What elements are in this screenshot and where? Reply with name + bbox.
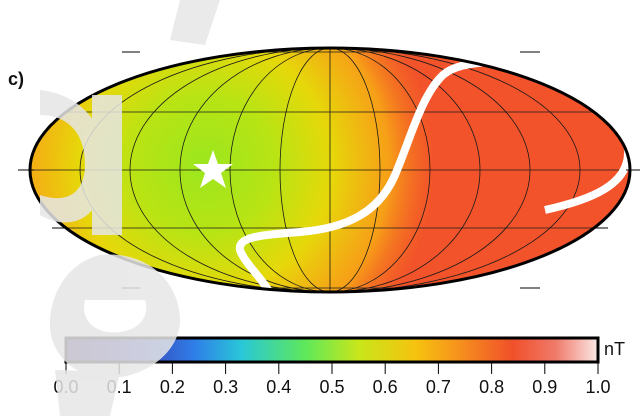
- colorbar-tick-label: 1.0: [585, 377, 610, 397]
- colorbar-tick-label: 0.6: [373, 377, 398, 397]
- colorbar-tick-label: 0.2: [160, 377, 185, 397]
- colorbar-tick-label: 0.7: [426, 377, 451, 397]
- watermark-glyph: [49, 254, 180, 379]
- colorbar-tick-label: 0.4: [266, 377, 291, 397]
- colorbar-tick-label: 0.8: [479, 377, 504, 397]
- watermark-glyph: [92, 95, 122, 235]
- watermark-glyph: [40, 90, 106, 223]
- colorbar-tick-label: 0.9: [532, 377, 557, 397]
- watermark: [40, 0, 220, 416]
- colorbar-tick-label: 0.3: [213, 377, 238, 397]
- graticule: [30, 48, 630, 292]
- watermark-glyph: [55, 370, 120, 416]
- colorbar-tick-label: 0.5: [319, 377, 344, 397]
- star-marker: [193, 150, 233, 188]
- colorbar-unit: nT: [604, 339, 625, 359]
- panel-label: c): [8, 69, 24, 89]
- watermark-glyph: [170, 0, 220, 45]
